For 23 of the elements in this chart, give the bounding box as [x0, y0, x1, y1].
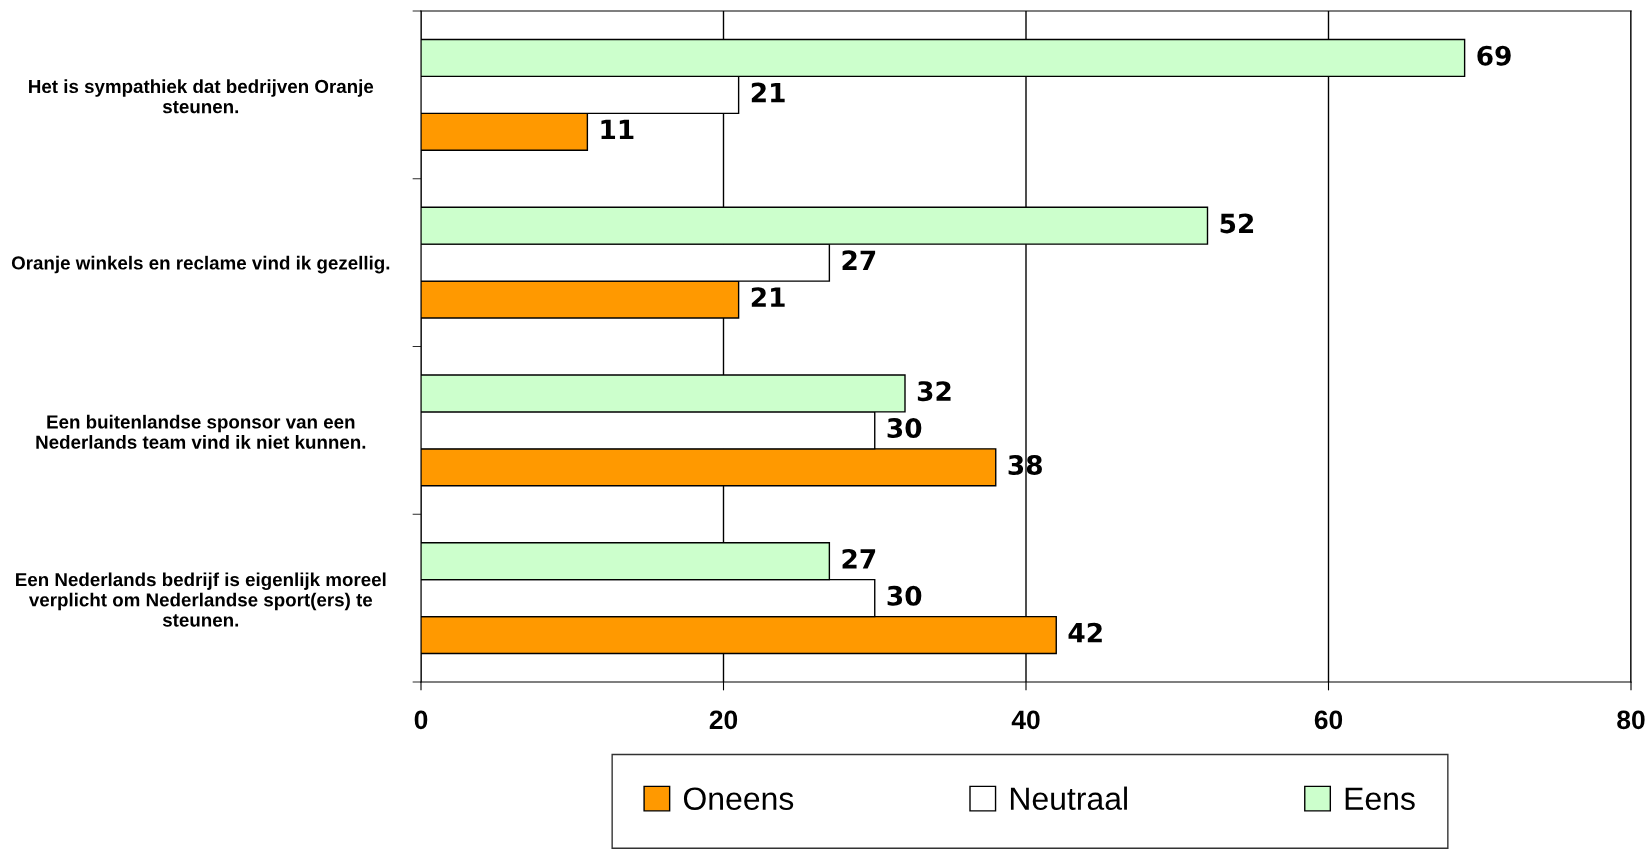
data-label: 11 — [601, 119, 634, 140]
x-tick-label: 20 — [709, 710, 738, 730]
x-tick-label: 80 — [1617, 710, 1645, 730]
data-label: 32 — [917, 381, 951, 402]
x-tick-label: 40 — [1011, 710, 1040, 730]
y-tick-label: Een Nederlands bedrijf is eigenlijk moreel verplicht om Nederlandse sport(ers) te steunen. — [16, 572, 386, 627]
data-label: 21 — [751, 82, 785, 103]
legend-label: Neutraal — [1010, 786, 1127, 811]
data-label: 42 — [1068, 622, 1102, 643]
data-label: 27 — [842, 548, 876, 569]
y-tick-label: Oranje winkels en reclame vind ik gezellig. — [11, 255, 390, 274]
y-tick-label: Een buitenlandse sponsor van een Nederlands team vind ik niet kunnen. — [36, 414, 366, 449]
data-label: 30 — [887, 418, 922, 439]
x-tick-label: 60 — [1314, 710, 1343, 730]
y-tick-label: Het is sympathiek dat bedrijven Oranje steunen. — [29, 79, 374, 114]
data-label: 52 — [1220, 213, 1254, 234]
legend-label: Eens — [1345, 787, 1415, 811]
data-label: 69 — [1477, 45, 1511, 66]
data-label: 27 — [842, 250, 876, 270]
data-label: 30 — [887, 585, 922, 606]
x-tick-label: 0 — [414, 710, 428, 730]
legend-label: Oneens — [683, 787, 794, 811]
data-label: 21 — [751, 287, 785, 307]
